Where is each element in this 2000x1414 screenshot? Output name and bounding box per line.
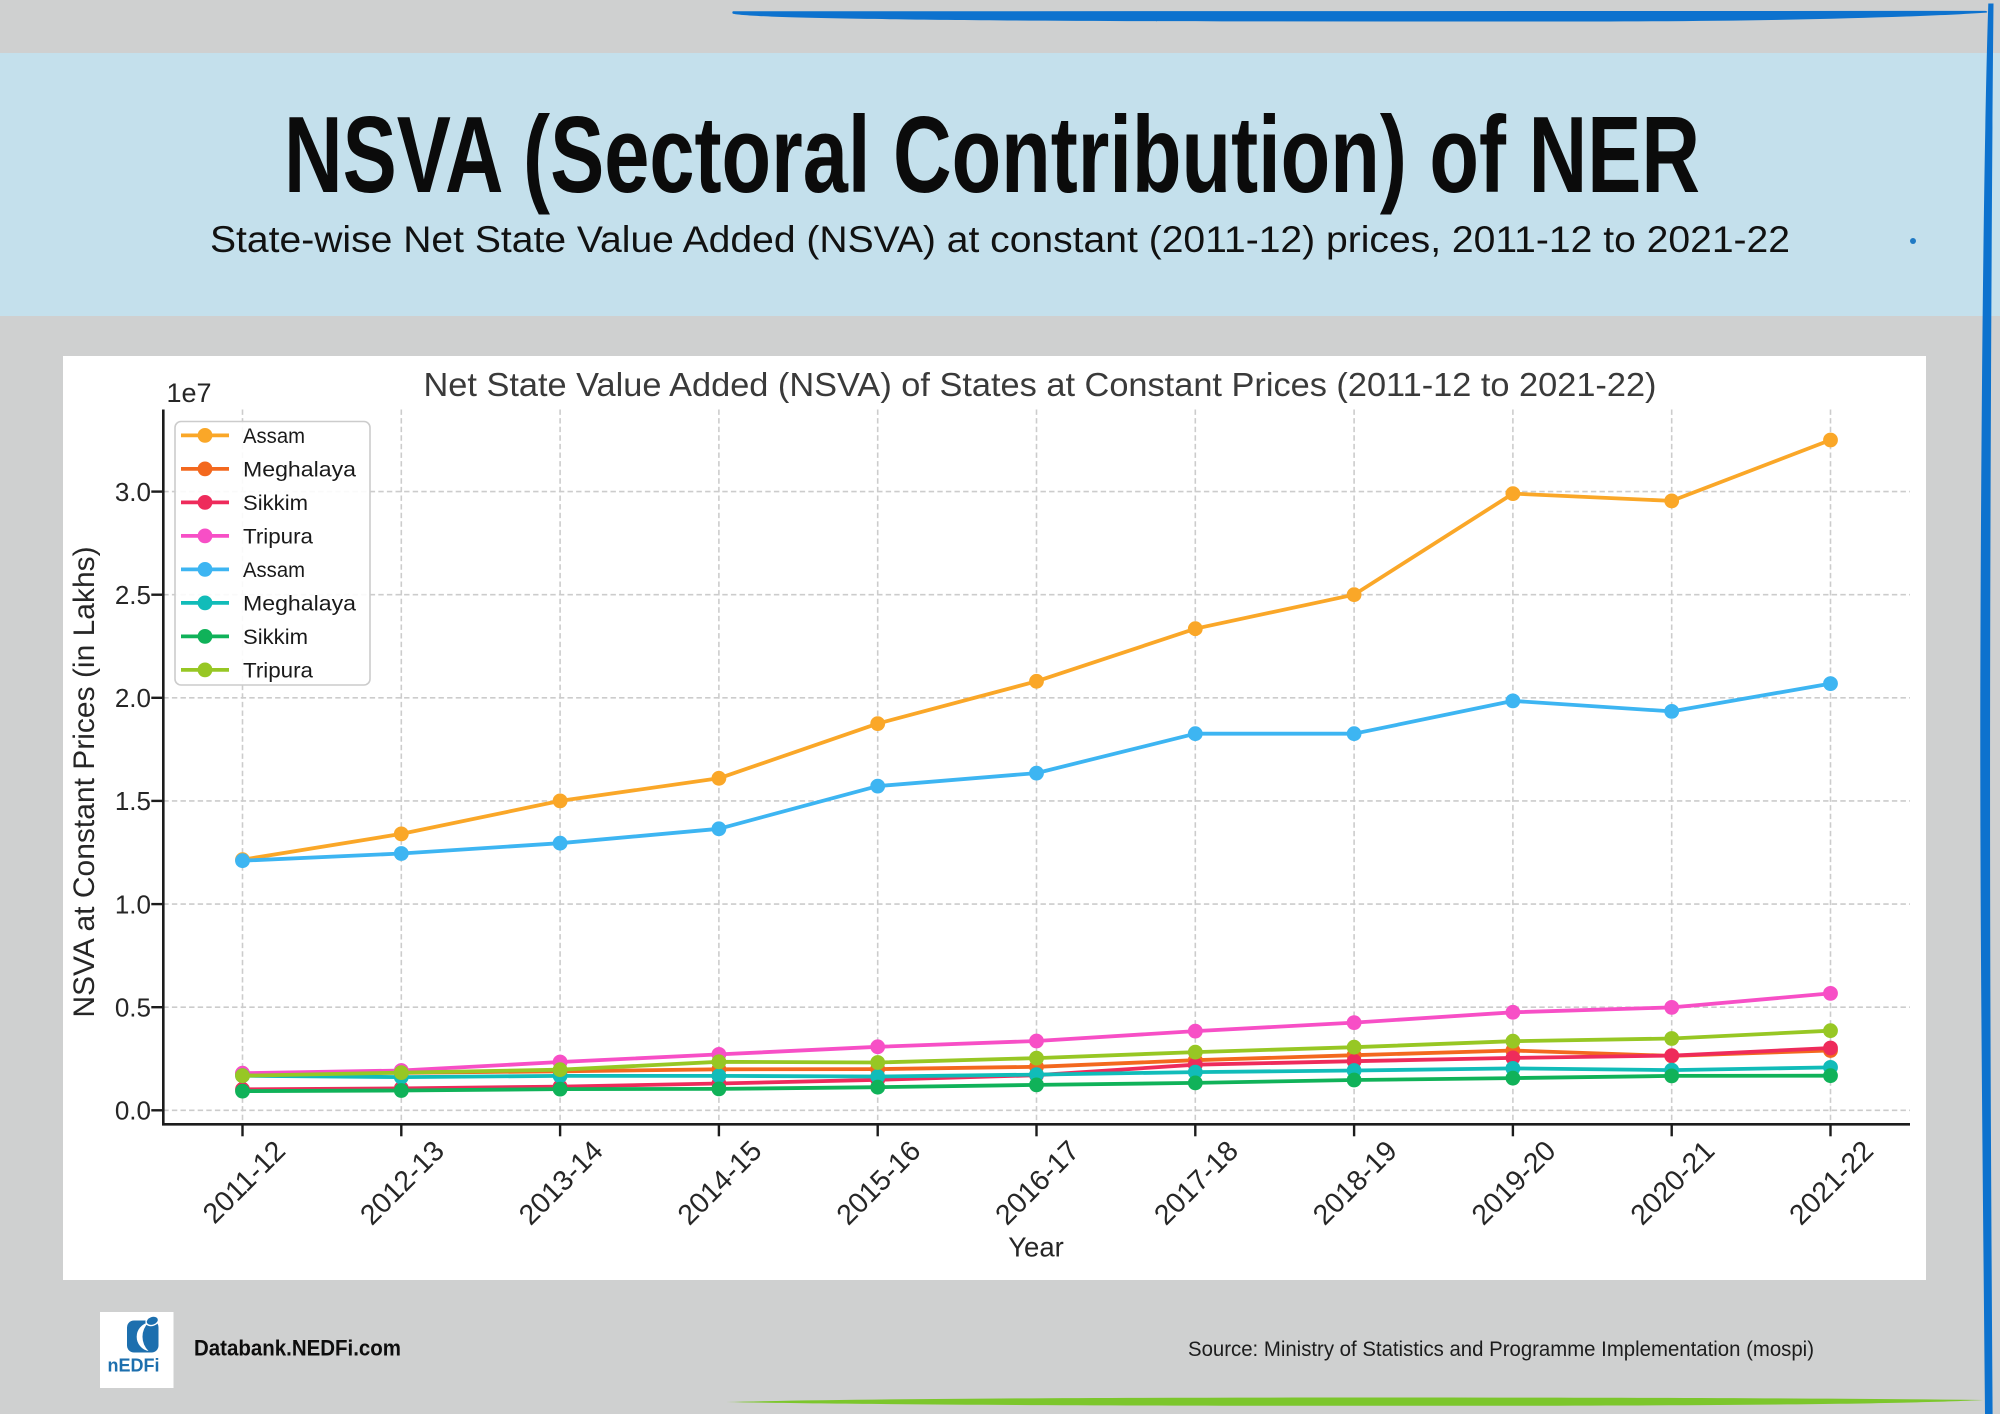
svg-text:Tripura: Tripura [243, 659, 313, 682]
svg-text:2.0: 2.0 [115, 683, 151, 713]
svg-text:Meghalaya: Meghalaya [243, 592, 356, 615]
svg-text:1.0: 1.0 [115, 889, 151, 919]
svg-text:Assam: Assam [243, 425, 305, 448]
svg-text:State-wise Net State Value Add: State-wise Net State Value Added (NSVA) … [210, 219, 1790, 260]
svg-text:Databank.NEDFi.com: Databank.NEDFi.com [194, 1336, 401, 1361]
svg-text:0.5: 0.5 [115, 993, 151, 1023]
svg-text:3.0: 3.0 [115, 477, 151, 507]
svg-text:nEDFi: nEDFi [108, 1355, 160, 1376]
svg-text:2.5: 2.5 [115, 580, 151, 610]
svg-text:Tripura: Tripura [243, 525, 313, 548]
svg-text:Sikkim: Sikkim [243, 626, 308, 649]
svg-text:Assam: Assam [243, 559, 305, 582]
svg-text:NSVA at Constant Prices (in La: NSVA at Constant Prices (in Lakhs) [68, 546, 101, 1017]
svg-text:1.5: 1.5 [115, 786, 151, 816]
svg-text:1e7: 1e7 [167, 378, 212, 408]
svg-text:Year: Year [1008, 1232, 1064, 1263]
svg-text:Net State Value Added (NSVA) o: Net State Value Added (NSVA) of States a… [424, 366, 1657, 403]
svg-text:NSVA (Sectoral Contribution) o: NSVA (Sectoral Contribution) of NER [284, 94, 1700, 216]
svg-text:0.0: 0.0 [115, 1096, 151, 1126]
svg-text:Source: Ministry of Statistics: Source: Ministry of Statistics and Progr… [1188, 1337, 1814, 1361]
svg-text:Meghalaya: Meghalaya [243, 458, 356, 481]
svg-text:Sikkim: Sikkim [243, 492, 308, 515]
